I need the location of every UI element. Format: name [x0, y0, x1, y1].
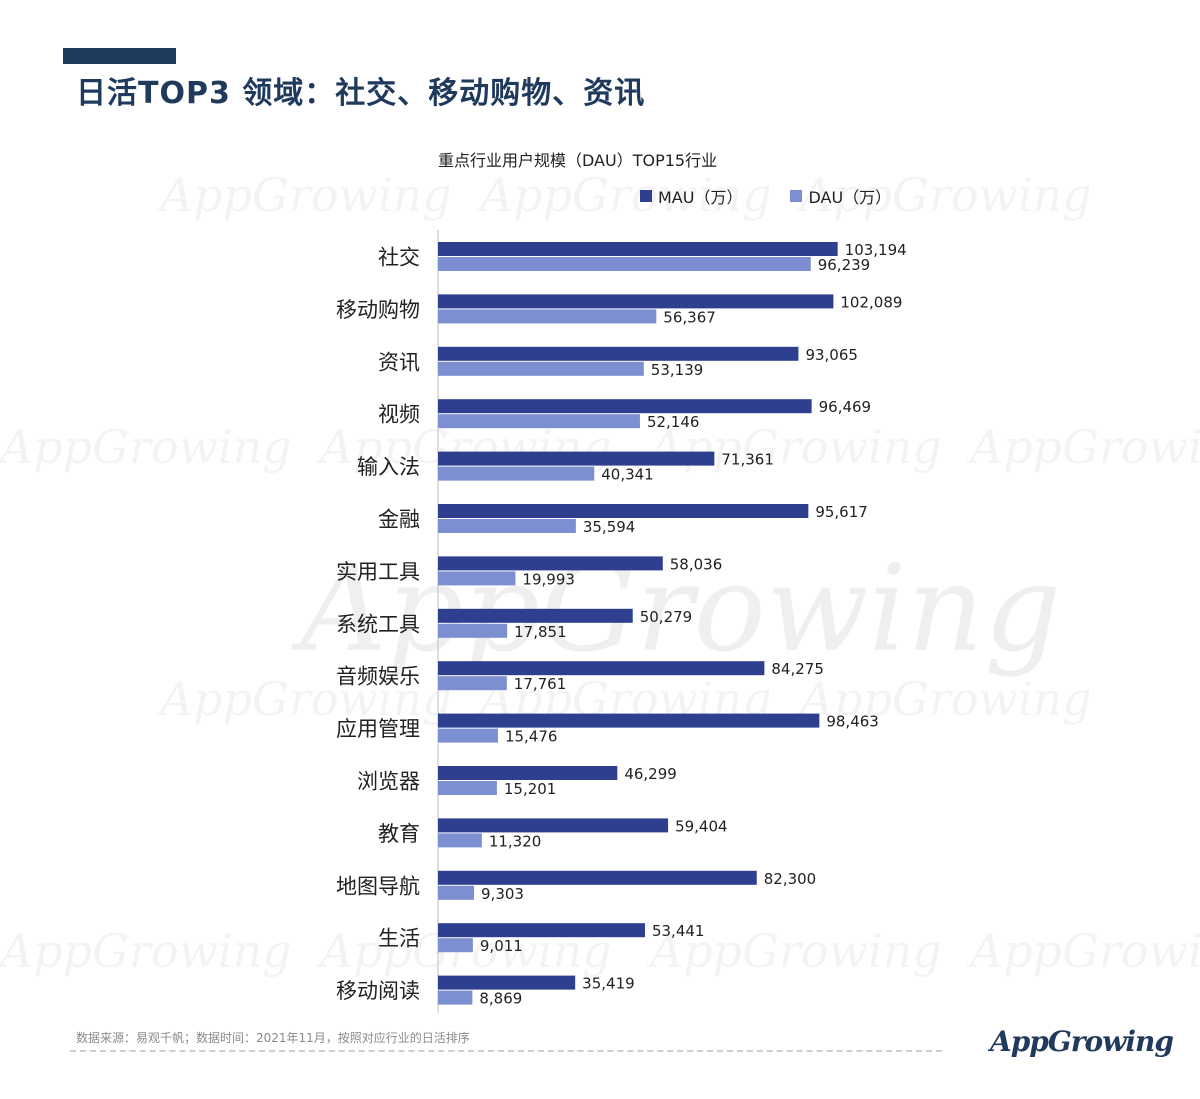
mau-bar: [438, 294, 834, 309]
category-label: 移动购物: [336, 298, 420, 322]
dau-bar: [438, 885, 475, 900]
mau-bar: [438, 399, 812, 414]
chart-legend: MAU（万） DAU（万）: [640, 184, 891, 208]
category-label: 生活: [378, 927, 420, 951]
dau-value-label: 15,201: [504, 780, 557, 798]
category-label: 输入法: [357, 455, 420, 479]
mau-value-label: 71,361: [721, 451, 774, 469]
dau-value-label: 8,869: [479, 990, 522, 1008]
mau-value-label: 58,036: [670, 555, 723, 573]
dau-bar: [438, 571, 516, 586]
mau-bar: [438, 975, 576, 990]
category-label: 社交: [378, 246, 420, 270]
dau-value-label: 19,993: [522, 570, 575, 588]
mau-value-label: 103,194: [845, 241, 907, 259]
mau-value-label: 98,463: [826, 713, 879, 731]
dau-value-label: 9,011: [480, 937, 523, 955]
dau-bar: [438, 833, 482, 848]
mau-bar: [438, 818, 669, 833]
mau-bar: [438, 556, 663, 571]
mau-value-label: 82,300: [764, 870, 817, 888]
dau-value-label: 56,367: [663, 308, 716, 326]
mau-bar: [438, 346, 799, 361]
dau-bar: [438, 519, 576, 533]
dau-bar: [438, 257, 811, 271]
category-label: 移动阅读: [336, 979, 420, 1003]
dau-bar: [438, 466, 595, 481]
category-label: 视频: [378, 403, 420, 427]
dau-bar: [438, 781, 497, 795]
page-title: 日活TOP3 领域：社交、移动购物、资讯: [76, 76, 646, 111]
mau-value-label: 53,441: [652, 922, 705, 940]
footer-divider: [70, 1050, 942, 1052]
category-label: 浏览器: [357, 770, 420, 794]
mau-bar: [438, 766, 618, 780]
category-label: 教育: [378, 822, 420, 846]
dau-bar: [438, 938, 473, 953]
dau-bar: [438, 361, 644, 376]
mau-bar: [438, 504, 809, 518]
dau-value-label: 17,851: [514, 623, 567, 641]
dau-bar: [438, 309, 657, 324]
category-label: 金融: [378, 508, 420, 532]
mau-bar: [438, 661, 765, 676]
category-label: 系统工具: [336, 612, 420, 636]
legend-label-mau: MAU（万）: [658, 188, 743, 207]
mau-bar: [438, 713, 820, 728]
category-label: 实用工具: [336, 560, 420, 584]
footer-source-note: 数据来源：易观千帆；数据时间：2021年11月，按照对应行业的日活排序: [76, 1031, 470, 1045]
category-label: 音频娱乐: [336, 665, 420, 689]
dau-bar: [438, 623, 508, 638]
dau-value-label: 35,594: [583, 518, 636, 536]
mau-value-label: 93,065: [805, 346, 858, 364]
mau-bar: [438, 923, 645, 938]
dau-value-label: 52,146: [647, 413, 700, 431]
dau-bar: [438, 990, 473, 1005]
dau-bar: [438, 676, 507, 691]
legend-item-dau: DAU（万）: [790, 184, 891, 208]
dau-value-label: 53,139: [651, 361, 704, 379]
category-label: 应用管理: [336, 717, 420, 741]
dau-value-label: 9,303: [481, 885, 524, 903]
mau-value-label: 84,275: [771, 660, 824, 678]
dau-value-label: 11,320: [489, 832, 542, 850]
mau-bar: [438, 608, 633, 623]
dau-value-label: 96,239: [818, 256, 871, 274]
chart-title: 重点行业用户规模（DAU）TOP15行业: [438, 151, 718, 170]
mau-value-label: 96,469: [819, 398, 872, 416]
dau-value-label: 17,761: [514, 675, 567, 693]
mau-value-label: 95,617: [815, 503, 868, 521]
category-label: 地图导航: [336, 874, 420, 898]
mau-bar: [438, 870, 757, 885]
title-accent-bar: [63, 48, 176, 64]
legend-swatch-dau: [790, 190, 803, 202]
category-label: 资讯: [378, 350, 420, 374]
mau-bar: [438, 242, 838, 256]
legend-item-mau: MAU（万）: [640, 184, 742, 208]
dau-value-label: 15,476: [505, 728, 558, 746]
dau-bar: [438, 414, 640, 429]
mau-bar: [438, 451, 715, 466]
mau-value-label: 35,419: [582, 975, 635, 993]
appgrowing-logo: AppGrowing: [990, 1025, 1174, 1058]
mau-value-label: 50,279: [640, 608, 693, 626]
mau-value-label: 59,404: [675, 817, 728, 835]
legend-label-dau: DAU（万）: [808, 188, 892, 207]
mau-value-label: 46,299: [624, 765, 677, 783]
dau-value-label: 40,341: [601, 466, 654, 484]
dau-bar: [438, 728, 498, 743]
mau-value-label: 102,089: [840, 293, 902, 311]
legend-swatch-mau: [640, 190, 652, 202]
